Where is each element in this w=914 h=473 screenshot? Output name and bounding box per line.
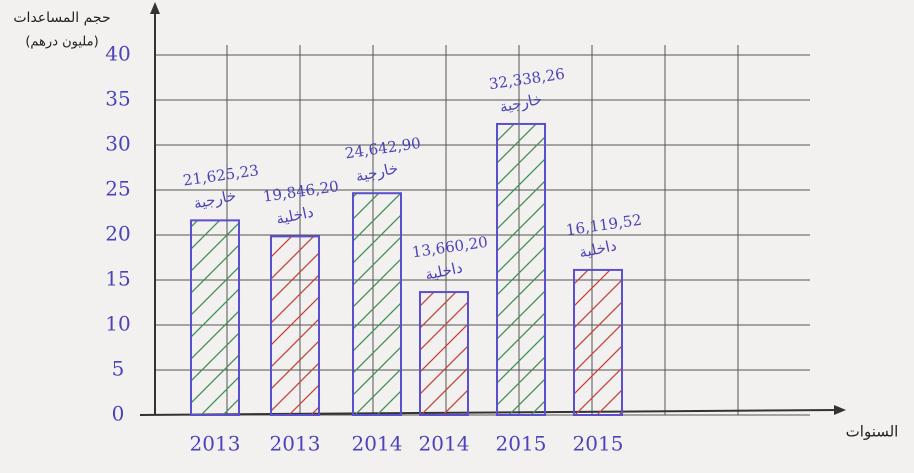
y-tick-label: 10 [105,312,130,336]
y-tick-label: 25 [105,177,130,201]
y-axis-title: حجم المساعدات [13,10,110,26]
x-tick-label: 2013 [190,432,241,456]
bar [271,236,319,415]
x-tick-label: 2015 [573,432,624,456]
x-tick-label: 2014 [352,432,403,456]
y-tick-label: 15 [105,267,130,291]
bar [191,220,239,415]
x-axis-title: السنوات [846,423,899,441]
x-tick-label: 2014 [419,432,470,456]
bar [497,124,545,415]
bar [353,193,401,415]
y-tick-label: 40 [105,42,130,66]
y-tick-label: 20 [105,222,130,246]
bar [420,292,468,415]
chart: حجم المساعدات (مليون درهم) السنوات 0 5 10 1… [0,0,914,473]
bar [574,270,622,415]
x-tick-label: 2015 [496,432,547,456]
y-tick-label: 5 [112,357,125,381]
y-tick-label: 35 [105,87,130,111]
y-tick-label: 30 [105,132,130,156]
y-tick-label: 0 [112,402,125,426]
x-tick-label: 2013 [270,432,321,456]
y-axis-unit: (مليون درهم) [25,35,98,50]
